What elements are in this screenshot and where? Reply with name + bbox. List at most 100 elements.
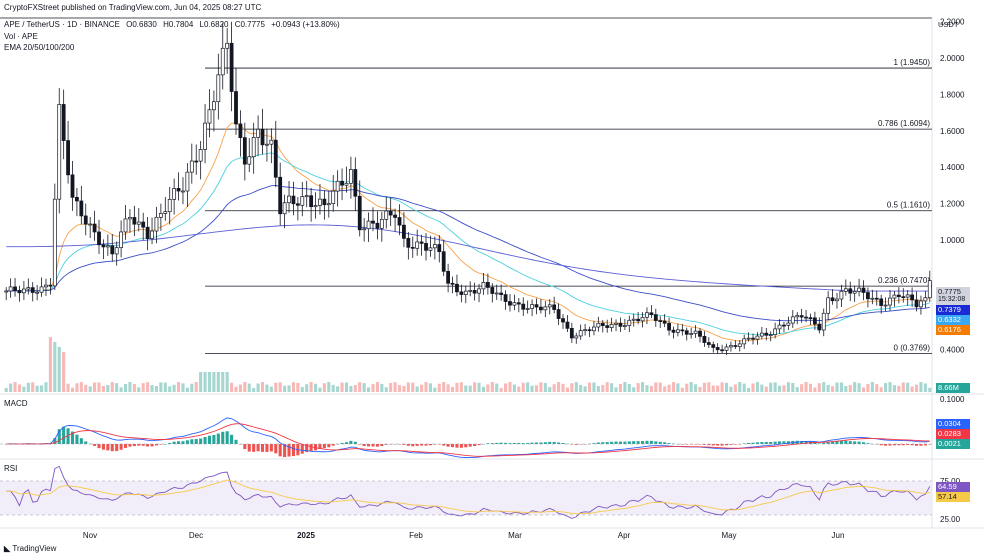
- candle-body: [516, 302, 521, 305]
- volume-bar: [592, 382, 596, 392]
- volume-indicator-label[interactable]: Vol · APE: [4, 32, 38, 41]
- ema-indicator-label[interactable]: EMA 20/50/100/200: [4, 43, 75, 52]
- macd-hist-bar: [477, 444, 481, 446]
- volume-bar: [777, 385, 782, 392]
- time-axis-tick: Dec: [189, 531, 203, 540]
- volume-bar: [910, 386, 914, 392]
- candle-body: [225, 42, 230, 49]
- candle-body: [658, 320, 663, 322]
- volume-bar: [265, 384, 269, 392]
- candle-body: [861, 287, 866, 293]
- volume-bar: [857, 383, 861, 392]
- candle-body: [83, 215, 88, 225]
- candle-body: [614, 322, 618, 325]
- candle-body: [428, 247, 433, 251]
- volume-bar: [300, 387, 304, 392]
- volume-bar: [583, 386, 587, 392]
- volume-bar: [75, 383, 79, 392]
- volume-bar: [534, 385, 539, 392]
- macd-hist-bar: [154, 444, 159, 446]
- candle-body: [561, 318, 565, 323]
- volume-bar: [711, 385, 715, 392]
- macd-hist-bar: [411, 444, 415, 447]
- macd-hist-bar: [446, 444, 450, 447]
- macd-hist-bar: [57, 429, 61, 444]
- volume-bar: [305, 384, 309, 392]
- candle-body: [799, 315, 804, 318]
- candle-body: [304, 195, 309, 198]
- volume-bar: [875, 384, 879, 392]
- candle-body: [39, 286, 44, 293]
- candle-body: [618, 322, 623, 327]
- volume-bar: [557, 382, 561, 392]
- volume-bar: [260, 382, 265, 392]
- macd-hist-bar: [596, 442, 600, 444]
- candle-body: [826, 297, 831, 314]
- ema50-line: [6, 152, 930, 335]
- macd-hist-bar: [897, 444, 901, 446]
- macd-hist-bar: [579, 444, 583, 445]
- price-axis-tick: 1.2000: [940, 200, 965, 209]
- volume-bar: [685, 383, 689, 392]
- volume-bar: [185, 387, 189, 392]
- volume-bar: [623, 382, 627, 392]
- ohlc-low: L0.6820: [199, 20, 229, 29]
- signal-tag: 0.0283: [936, 429, 970, 439]
- candle-body: [556, 309, 561, 319]
- candle-body: [419, 241, 424, 244]
- macd-hist-bar: [574, 444, 578, 445]
- rsi-ma-line: [6, 479, 930, 515]
- volume-bar: [844, 386, 848, 392]
- candle-body: [158, 213, 163, 218]
- macd-hist-bar: [468, 444, 472, 447]
- candle-body: [410, 246, 415, 249]
- volume-bar: [764, 386, 768, 392]
- macd-hist-bar: [459, 444, 463, 448]
- candle-body: [901, 296, 906, 299]
- volume-bar: [397, 385, 402, 392]
- macd-hist-bar: [185, 440, 189, 444]
- volume-bar: [645, 385, 649, 392]
- price-axis-tick: 2.0000: [940, 54, 965, 63]
- hist-tag: 0.0021: [936, 439, 970, 449]
- volume-bar: [817, 383, 821, 392]
- volume-bar: [70, 387, 75, 392]
- macd-hist-bar: [380, 444, 384, 446]
- macd-hist-bar: [190, 439, 194, 444]
- macd-hist-bar: [857, 441, 861, 444]
- time-axis-tick: Apr: [618, 531, 631, 540]
- candle-body: [441, 251, 446, 272]
- candle-body: [596, 322, 601, 328]
- candle-body: [720, 349, 724, 352]
- macd-hist-bar: [353, 441, 357, 444]
- volume-bar: [84, 384, 88, 392]
- tradingview-logo[interactable]: ◣ TradingView: [4, 544, 56, 553]
- time-axis-tick: Jun: [832, 531, 845, 540]
- volume-bar: [813, 387, 817, 392]
- macd-hist-bar: [610, 441, 614, 444]
- macd-hist-bar: [194, 439, 198, 444]
- candle-body: [839, 290, 844, 300]
- candle-body: [4, 290, 9, 293]
- volume-bar: [473, 382, 477, 392]
- macd-hist-bar: [415, 444, 419, 446]
- candle-body: [622, 325, 627, 327]
- candle-body: [649, 312, 654, 315]
- candle-body: [424, 243, 428, 251]
- macd-hist-bar: [782, 441, 786, 444]
- candle-body: [70, 174, 75, 198]
- candle-body: [406, 238, 411, 248]
- candle-body: [477, 288, 481, 294]
- candle-body: [848, 288, 853, 294]
- volume-bar: [79, 382, 83, 392]
- symbol[interactable]: APE / TetherUS · 1D · BINANCE: [4, 20, 120, 29]
- fib-label: 0.5 (1.1610): [887, 201, 930, 210]
- candle-body: [892, 294, 897, 299]
- volume-bar: [327, 382, 331, 392]
- volume-bar: [322, 383, 326, 392]
- candle-body: [866, 292, 870, 300]
- candle-body: [896, 294, 901, 298]
- volume-bar: [291, 382, 295, 392]
- volume-bar: [384, 387, 388, 392]
